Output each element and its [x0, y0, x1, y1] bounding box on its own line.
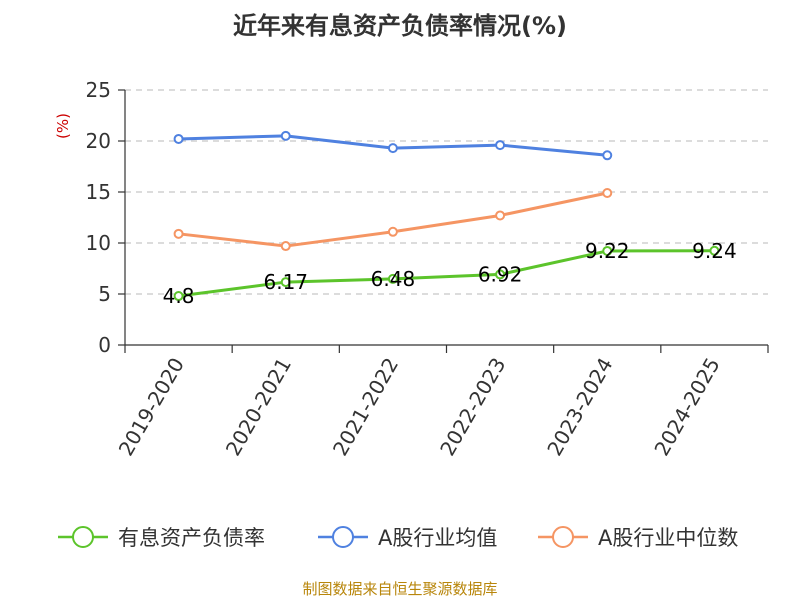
data-label: 6.48 [371, 267, 416, 291]
legend-marker [72, 526, 94, 548]
x-tick-label: 2024-2025 [649, 354, 724, 460]
data-point [495, 210, 506, 221]
data-point [387, 226, 398, 237]
y-axis-unit: (%) [54, 113, 72, 139]
y-tick-label: 5 [98, 282, 111, 306]
axes: 0 5 10 15 20 25 2019-2020 2020-2021 2021-2022 202… [86, 78, 769, 460]
x-tick-label: 2019-2020 [114, 354, 189, 460]
series-line [178, 191, 608, 248]
x-tick-label: 2023-2024 [542, 354, 617, 460]
y-tick-label: 20 [86, 129, 111, 153]
data-point [280, 130, 291, 141]
data-point [173, 291, 184, 302]
data-point [602, 150, 613, 161]
data-point [387, 273, 398, 284]
data-point [495, 269, 506, 280]
data-label: 4.8 [163, 284, 195, 308]
data-point [280, 241, 291, 252]
y-tick-label: 0 [98, 333, 111, 357]
data-label: 9.24 [692, 239, 737, 263]
x-tick-label: 2020-2021 [221, 354, 296, 460]
legend-label: 有息资产负债率 [118, 526, 265, 550]
data-point [387, 143, 398, 154]
data-point [173, 228, 184, 239]
data-point [602, 245, 613, 256]
legend: 有息资产负债率 A股行业均值 A股行业中位数 [58, 526, 738, 550]
data-point [495, 140, 506, 151]
data-label: 6.92 [478, 262, 523, 286]
series-line [178, 249, 715, 298]
data-point [602, 188, 613, 199]
series-group [173, 130, 720, 302]
data-point [280, 277, 291, 288]
data-label: 9.22 [585, 239, 630, 263]
legend-label: A股行业中位数 [598, 526, 738, 550]
data-point [173, 133, 184, 144]
y-tick-label: 10 [86, 231, 111, 255]
y-tick-label: 15 [86, 180, 111, 204]
legend-marker [552, 526, 574, 548]
legend-label: A股行业均值 [378, 526, 497, 550]
source-note: 制图数据来自恒生聚源数据库 [302, 580, 497, 598]
chart-title: 近年来有息资产负债率情况(%) [233, 12, 567, 40]
x-tick-label: 2021-2022 [328, 354, 403, 460]
x-tick-label: 2022-2023 [435, 354, 510, 460]
legend-marker [332, 526, 354, 548]
y-tick-label: 25 [86, 78, 111, 102]
data-label: 6.17 [263, 270, 308, 294]
data-point [709, 245, 720, 256]
grid-lines [125, 89, 768, 295]
data-labels: 4.8 6.17 6.48 6.92 9.22 9.24 [163, 239, 737, 308]
